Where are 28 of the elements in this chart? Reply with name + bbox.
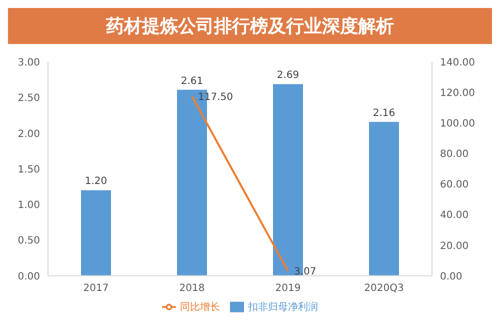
- y2-tick-label: 0.00: [440, 271, 462, 282]
- chart-title: 药材提炼公司排行榜及行业深度解析: [8, 8, 492, 44]
- y-tick-label: 0.00: [18, 271, 40, 282]
- data-label: 1.20: [84, 176, 108, 188]
- y-tick-label: 2.00: [18, 128, 40, 140]
- y2-tick-label: 120.00: [440, 88, 475, 100]
- bar: [81, 190, 111, 276]
- data-label: 2.16: [372, 108, 396, 119]
- x-tick-label: 2017: [83, 282, 109, 294]
- y-tick-label: 2.50: [18, 93, 40, 104]
- y-tick-label: 3.00: [18, 58, 40, 69]
- y2-tick-label: 60.00: [440, 180, 469, 191]
- legend-label: 同比增长: [180, 302, 220, 313]
- y2-tick-label: 20.00: [440, 240, 469, 252]
- x-tick-label: 2018: [179, 282, 205, 294]
- bar: [369, 122, 399, 276]
- data-label: 2.61: [180, 76, 204, 87]
- y2-tick-label: 100.00: [440, 118, 475, 130]
- y2-tick-label: 80.00: [440, 149, 469, 160]
- y-tick-label: 0.50: [18, 236, 40, 247]
- data-label: 2.69: [276, 70, 300, 82]
- y-tick-label: 1.00: [18, 200, 40, 212]
- y-tick-label: 1.50: [18, 164, 40, 176]
- x-tick-label: 2019: [275, 282, 301, 294]
- x-tick-label: 2020Q3: [364, 282, 404, 294]
- legend-label: 扣非归母净利润: [248, 302, 318, 313]
- y2-tick-label: 140.00: [440, 58, 475, 69]
- y2-tick-label: 40.00: [440, 210, 469, 222]
